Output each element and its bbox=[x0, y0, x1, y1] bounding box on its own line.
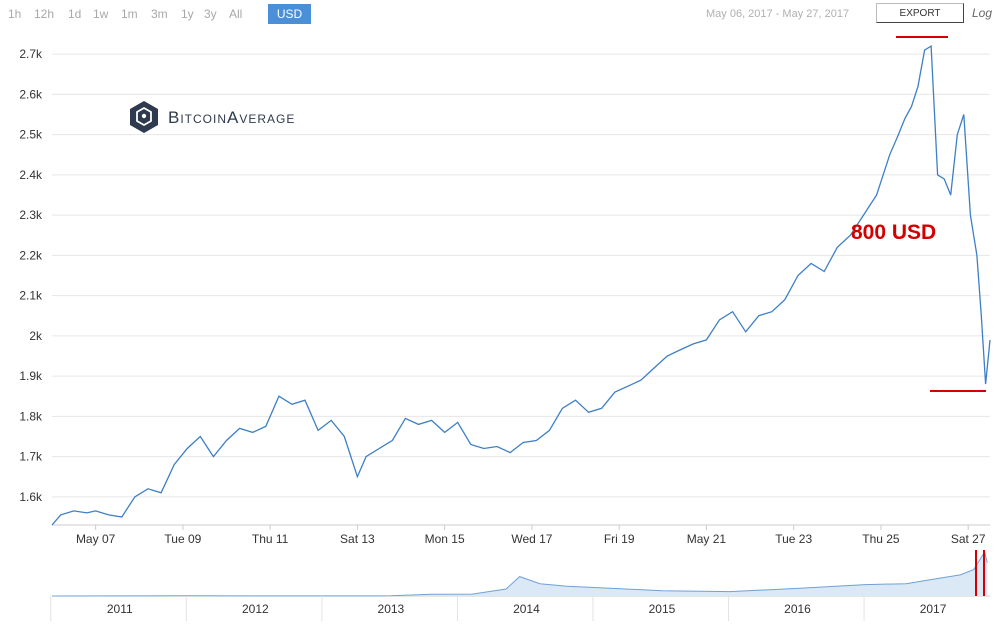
annotation-800-usd: 800 USD bbox=[851, 221, 937, 244]
price-series-line bbox=[51, 44, 991, 526]
range-1m-button[interactable]: 1m bbox=[121, 7, 138, 21]
logo-dot-icon bbox=[141, 113, 147, 119]
x-tick-label: May 21 bbox=[687, 532, 727, 546]
logo-inner-hexagon-icon bbox=[136, 106, 152, 127]
navigator-year-label: 2012 bbox=[242, 602, 269, 616]
y-tick-label: 1.8k bbox=[19, 409, 43, 423]
range-1y-button[interactable]: 1y bbox=[181, 7, 194, 21]
navigator-ticks: 2011 2012 2013 2014 2015 2016 2017 bbox=[50, 596, 947, 621]
navigator-selection[interactable] bbox=[975, 550, 985, 596]
x-tick-label: Wed 17 bbox=[511, 532, 552, 546]
y-tick-label: 2k bbox=[29, 329, 43, 343]
grid-lines bbox=[52, 53, 990, 526]
y-tick-label: 1.6k bbox=[19, 490, 43, 504]
x-tick-label: Mon 15 bbox=[425, 532, 465, 546]
log-scale-toggle[interactable]: Log bbox=[972, 6, 993, 20]
range-1w-button[interactable]: 1w bbox=[93, 7, 109, 21]
x-tick-label: Tue 09 bbox=[164, 532, 201, 546]
x-tick-label: Thu 11 bbox=[252, 532, 289, 546]
export-button[interactable]: EXPORT bbox=[876, 3, 964, 23]
currency-usd-button[interactable]: USD bbox=[268, 4, 311, 24]
y-tick-label: 2.6k bbox=[19, 87, 43, 101]
y-tick-label: 2.2k bbox=[19, 248, 43, 262]
y-tick-label: 2.4k bbox=[19, 168, 43, 182]
navigator-year-label: 2011 bbox=[107, 602, 133, 616]
x-tick-label: Tue 23 bbox=[775, 532, 812, 546]
range-3m-button[interactable]: 3m bbox=[151, 7, 168, 21]
navigator-line bbox=[51, 550, 988, 597]
range-1d-button[interactable]: 1d bbox=[68, 7, 82, 21]
y-tick-label: 1.9k bbox=[19, 369, 43, 383]
y-tick-label: 1.7k bbox=[19, 450, 43, 464]
y-tick-label: 2.5k bbox=[19, 128, 43, 142]
navigator-year-label: 2014 bbox=[513, 602, 540, 616]
navigator-year-label: 2016 bbox=[784, 602, 811, 616]
x-axis-ticks: May 07 Tue 09 Thu 11 Sat 13 Mon 15 Wed 17 Fri … bbox=[76, 525, 986, 546]
range-3y-button[interactable]: 3y bbox=[204, 7, 217, 21]
x-tick-label: Sat 13 bbox=[340, 532, 375, 546]
y-axis-ticks: 1.6k 1.7k 1.8k 1.9k 2k 2.1k 2.2k 2.3k 2.4k 2.5k 2.… bbox=[19, 47, 43, 504]
x-tick-label: Fri 19 bbox=[604, 532, 635, 546]
range-all-button[interactable]: All bbox=[229, 7, 243, 21]
bitcoinaverage-logo-text: BitcoinAverage bbox=[168, 108, 296, 127]
x-tick-label: Thu 25 bbox=[862, 532, 900, 546]
y-tick-label: 2.1k bbox=[19, 289, 43, 303]
date-range-label: May 06, 2017 - May 27, 2017 bbox=[706, 8, 850, 20]
range-1h-button[interactable]: 1h bbox=[8, 7, 22, 21]
range-12h-button[interactable]: 12h bbox=[34, 7, 55, 21]
navigator-year-label: 2013 bbox=[378, 602, 405, 616]
navigator-year-label: 2017 bbox=[920, 602, 947, 616]
bitcoinaverage-logo bbox=[130, 101, 158, 133]
y-tick-label: 2.3k bbox=[19, 208, 43, 222]
navigator-area bbox=[52, 552, 988, 596]
navigator-year-label: 2015 bbox=[649, 602, 676, 616]
y-tick-label: 2.7k bbox=[19, 47, 43, 61]
x-tick-label: Sat 27 bbox=[951, 532, 986, 546]
x-tick-label: May 07 bbox=[76, 532, 116, 546]
